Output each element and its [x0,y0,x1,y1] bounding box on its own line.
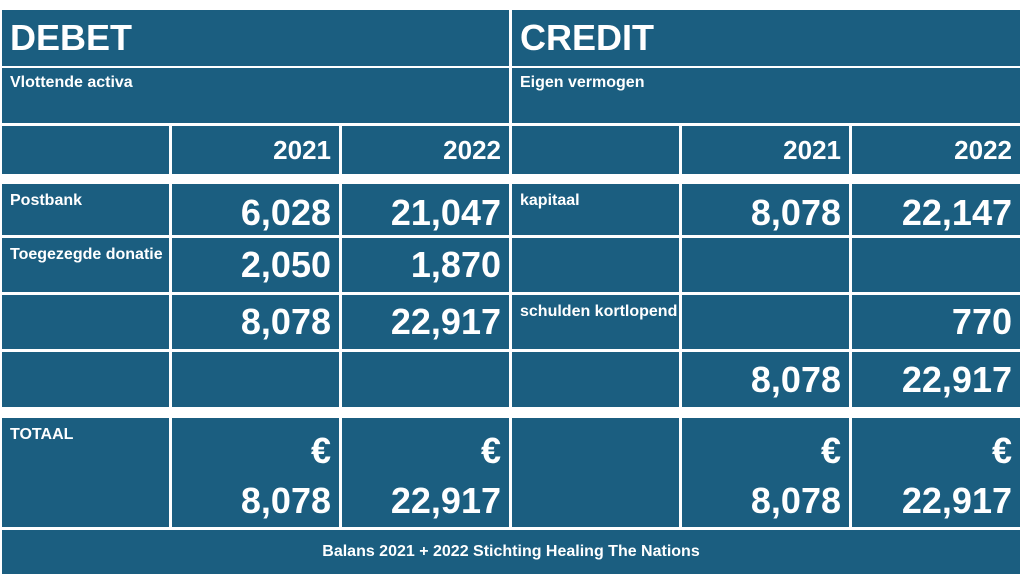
total-value: 8,078 [750,480,841,521]
credit-row-value [682,238,849,292]
credit-subtotal-2022: 22,917 [852,352,1020,407]
credit-year-2021: 2021 [682,126,849,174]
total-value: 22,917 [390,480,501,521]
debet-row-value: 1,870 [342,238,509,292]
debet-row-label [2,295,169,349]
debet-row-value: 2,050 [172,238,339,292]
debet-row-label: Postbank [2,184,169,235]
credit-row-value [852,238,1020,292]
debet-row-value: 6,028 [172,184,339,235]
totaal-debet-2021: € 8,078 [172,418,339,527]
debet-year-2022: 2022 [342,126,509,174]
credit-row-label: schulden kortlopend [512,295,679,349]
credit-row-label [512,352,679,407]
credit-subtotal-2021: 8,078 [682,352,849,407]
credit-row-value: 22,147 [852,184,1020,235]
debet-empty-cell [2,352,169,407]
credit-row-label: kapitaal [512,184,679,235]
total-value: 22,917 [901,480,1012,521]
totaal-debet-2022: € 22,917 [342,418,509,527]
credit-year-2022: 2022 [852,126,1020,174]
debet-year-blank [2,126,169,174]
debet-row-label: Toegezegde donatie [2,238,169,292]
totaal-credit-2022: € 22,917 [852,418,1020,527]
credit-row-value: 8,078 [682,184,849,235]
credit-year-blank [512,126,679,174]
currency-symbol: € [820,430,841,471]
total-value: 8,078 [240,480,331,521]
credit-row-value: 770 [852,295,1020,349]
debet-empty-cell [172,352,339,407]
credit-row-value [682,295,849,349]
currency-symbol: € [991,430,1012,471]
footer-caption: Balans 2021 + 2022 Stichting Healing The… [2,530,1020,574]
credit-title: CREDIT [512,10,1020,66]
totaal-label: TOTAAL [2,418,169,527]
currency-symbol: € [480,430,501,471]
debet-year-2021: 2021 [172,126,339,174]
debet-row-value: 21,047 [342,184,509,235]
debet-section-label: Vlottende activa [2,68,509,123]
totaal-credit-2021: € 8,078 [682,418,849,527]
credit-section-label: Eigen vermogen [512,68,1020,123]
credit-row-label [512,238,679,292]
currency-symbol: € [310,430,331,471]
debet-subtotal-2022: 22,917 [342,295,509,349]
debet-title: DEBET [2,10,509,66]
debet-subtotal-2021: 8,078 [172,295,339,349]
debet-empty-cell [342,352,509,407]
totaal-credit-blank [512,418,679,527]
